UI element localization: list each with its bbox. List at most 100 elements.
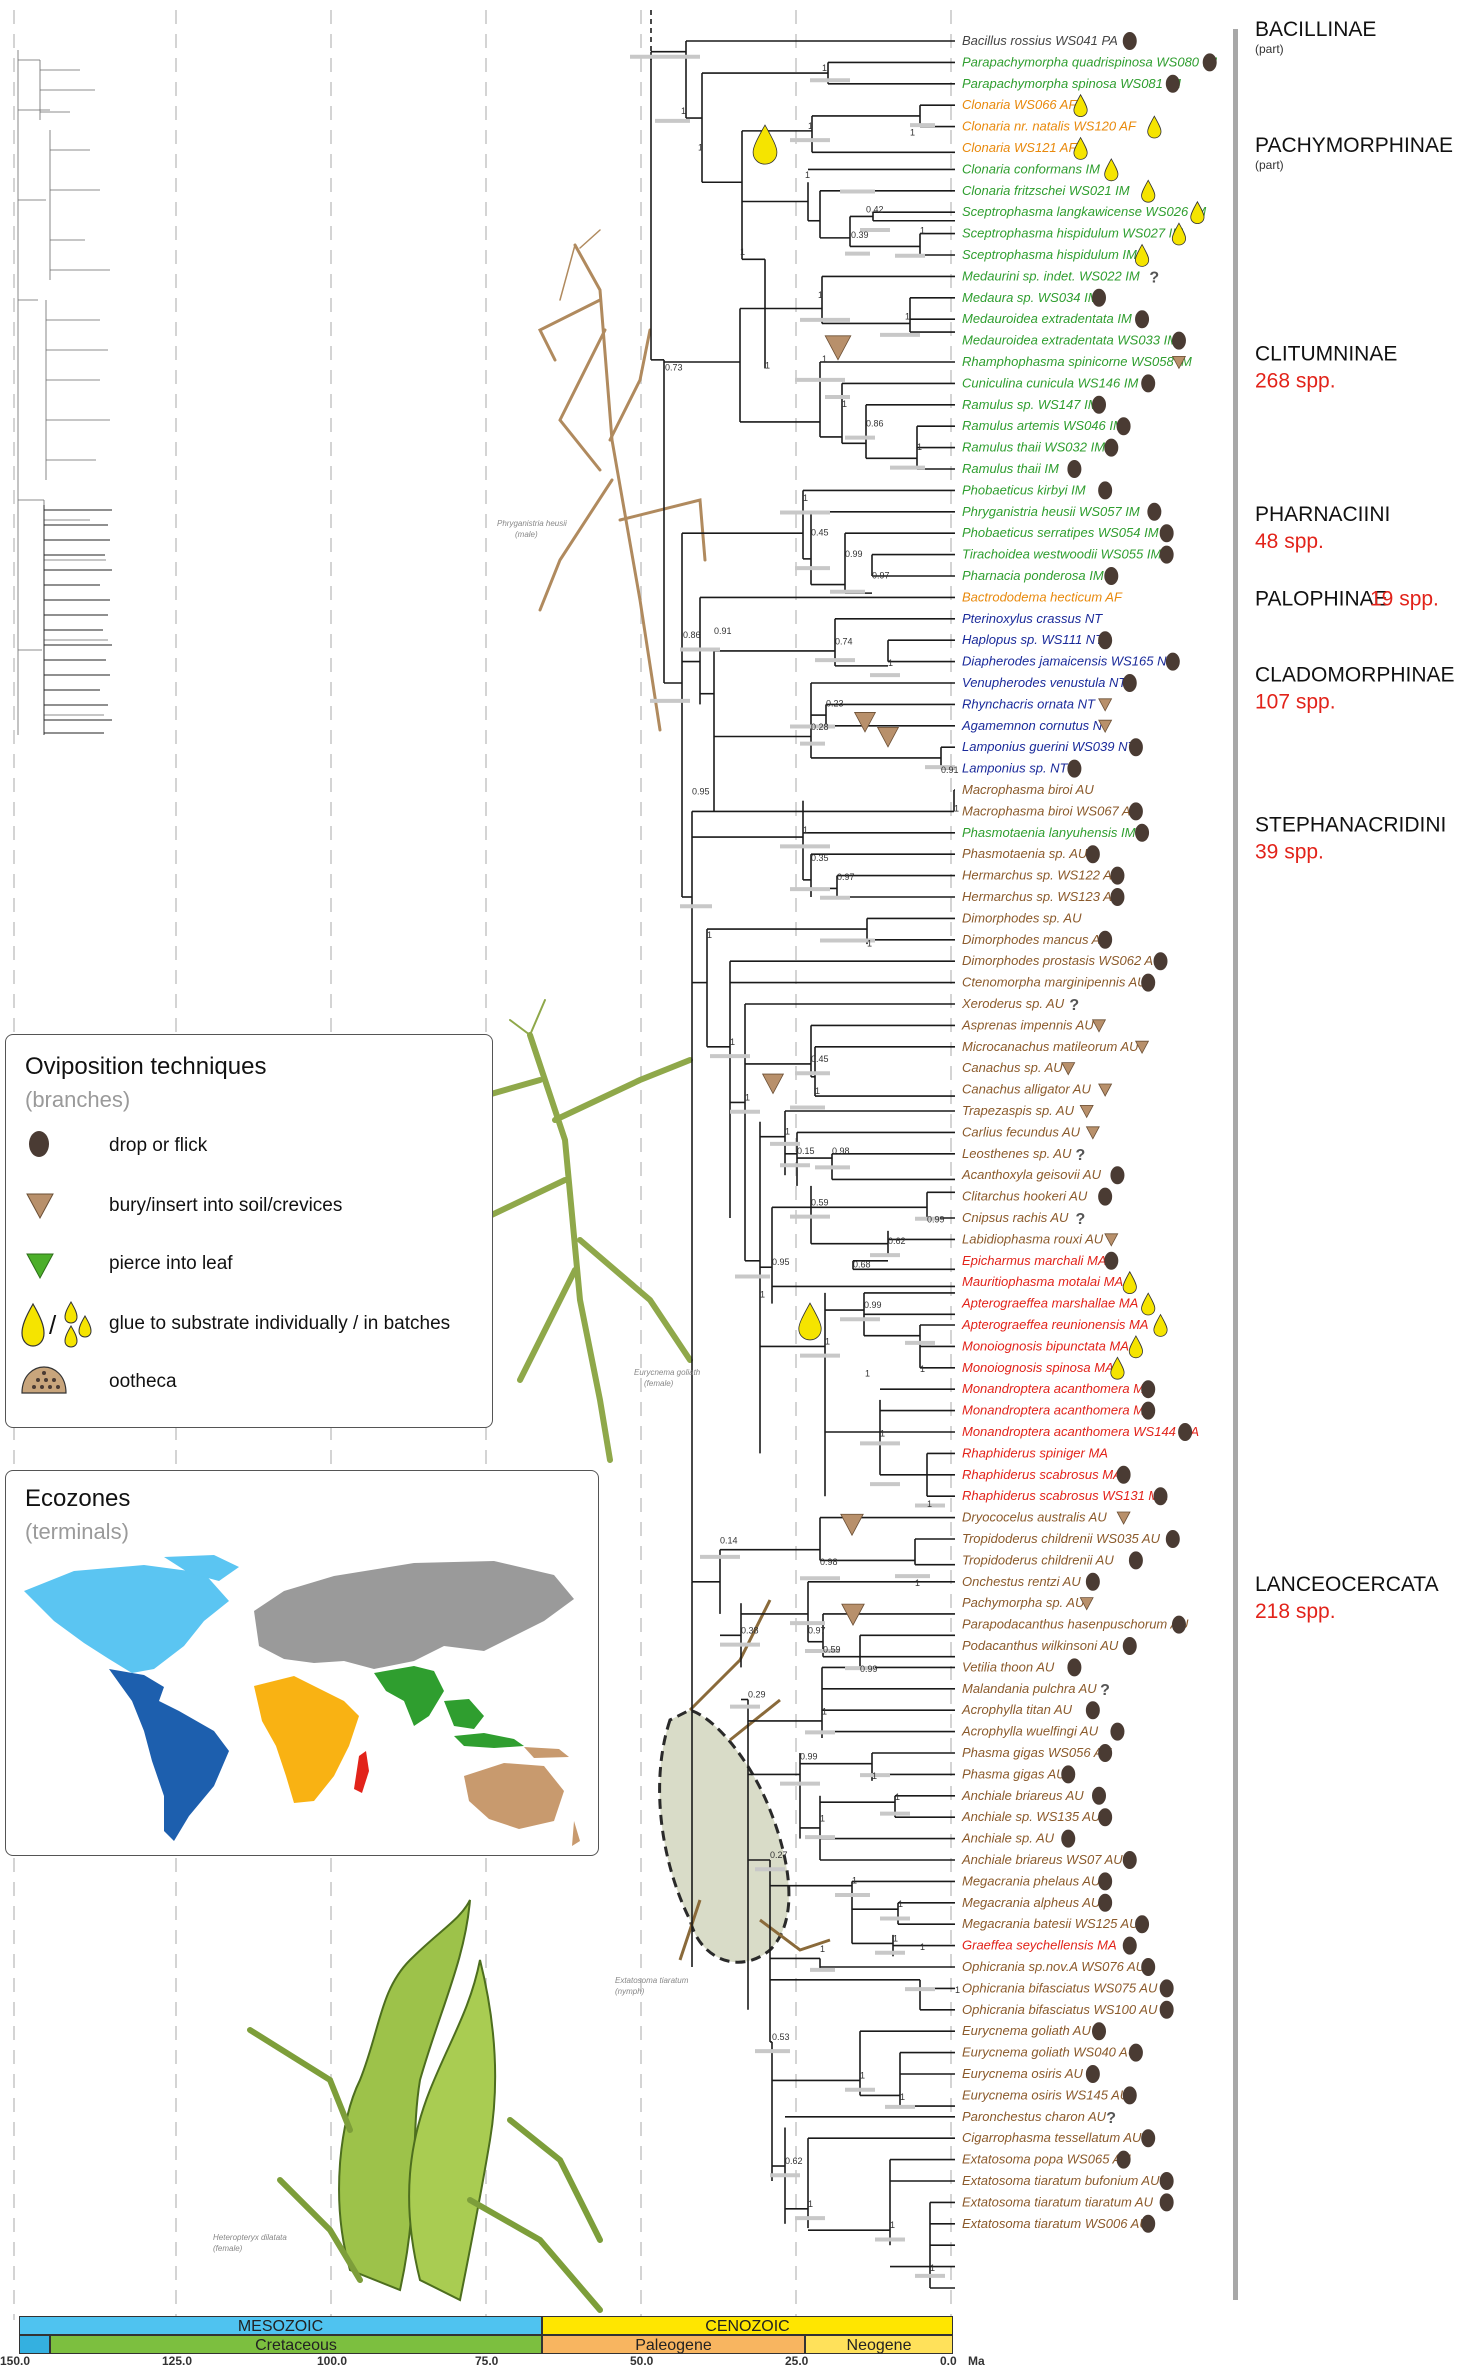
world-map [24,1555,580,1846]
legend-bury-label: bury/insert into soil/crevices [109,1195,343,1216]
taxon-label: Ramulus artemis WS046 IM [962,418,1124,433]
bury-icon [1098,719,1113,734]
support-value: 0.62 [785,2156,803,2166]
support-value: 0.15 [797,1146,815,1156]
branch-oviposition-markers [752,124,900,1626]
unknown-icon: ? [1076,1211,1086,1228]
glue-icon [1073,93,1088,118]
support-value: 1 [815,1086,820,1096]
support-value: 0.99 [864,1300,882,1310]
taxon-label: Leosthenes sp. AU [962,1146,1072,1161]
bury-icon [1098,698,1113,712]
taxon-label: Macrophasma biroi WS067 AU [962,803,1141,818]
taxon-label: Medauroidea extradentata IM [962,311,1132,326]
tick-125: 125.0 [162,2354,192,2368]
taxon-label: Medaura sp. WS034 IM [962,290,1099,305]
support-value: 0.99 [845,549,863,559]
glue-icon [1128,1335,1143,1359]
taxon-label: Ctenomorpha marginipennis AU [962,975,1147,990]
bury-icon [761,1073,785,1095]
taxon-label: Rhaphiderus scabrosus WS131 MA [962,1488,1168,1503]
support-value: 1 [707,930,712,940]
unknown-icon: ? [1100,1682,1110,1699]
taxon-label: Monoiognosis bipunctata MA [962,1338,1129,1353]
taxon-label: Labidiophasma rouxi AU [962,1231,1104,1246]
support-value: 0.39 [851,230,869,240]
taxon-label: Hermarchus sp. WS122 AU [962,868,1122,883]
support-value: 0.62 [888,1236,906,1246]
support-value: 1 [880,1428,885,1438]
drop-icon [1165,1530,1180,1548]
extatosoma-caption: Extatosoma tiaratum [615,1976,689,1985]
support-value: 1 [822,63,827,73]
support-value: 1 [808,121,813,131]
taxon-label: Malandania pulchra AU [962,1681,1097,1696]
taxon-label: Bactrododema hecticum AF [962,589,1123,604]
node-age-intervals [630,54,955,2278]
support-value: 1 [785,1127,790,1137]
taxon-label: Tropidoderus childrenii WS035 AU [962,1531,1161,1546]
taxon-label: Ophicrania bifasciatus WS100 AU [962,2002,1158,2017]
taxon-label: Ramulus sp. WS147 IM [962,397,1099,412]
drop-icon [1122,32,1137,50]
drop-icon [1104,567,1119,585]
support-value: 0.95 [692,786,710,796]
legend-glue-label: glue to substrate individually / in batc… [109,1313,451,1334]
drop-icon [1159,2000,1174,2019]
bury-icon [26,1193,54,1219]
drop-icon [1135,1915,1150,1934]
taxon-label: Sceptrophasma langkawicense WS026 IM [962,204,1206,219]
bury-icon [1171,355,1187,370]
taxon-label: Clonaria WS066 AF [962,97,1077,112]
support-value: 0.74 [835,637,853,647]
clade-name: BACILLINAE [1255,18,1376,41]
drop-icon [1104,438,1119,457]
support-value: 1 [917,442,922,452]
taxon-label: Cigarrophasma tessellatum AU [962,2130,1142,2145]
era-mesozoic: MESOZOIC [19,2316,542,2335]
glue-icon [1171,222,1187,246]
taxon-label: Acanthoxyla geisovii AU [961,1167,1102,1182]
drop-icon [1116,1465,1131,1484]
support-value: 0.73 [665,363,683,373]
support-value: 1 [920,1364,925,1374]
taxon-label: Phobaeticus kirbyi IM [962,482,1086,497]
taxon-label: Eurycnema osiris AU [962,2066,1083,2081]
drop-icon [1171,1615,1186,1634]
unknown-icon: ? [1069,997,1079,1014]
bury-icon [1134,1040,1150,1055]
support-value: 1 [698,142,703,152]
drop-icon [29,1131,49,1157]
taxon-label: Pharnacia ponderosa IM [962,568,1104,583]
full-tree-thumbnail [17,50,110,735]
support-value: 0.86 [866,418,884,428]
taxon-label: Monandroptera acanthomera MA [962,1403,1153,1418]
taxon-label: Megacrania batesii WS125 AU [962,1916,1139,1931]
taxon-label: Trapezaspis sp. AU [962,1103,1075,1118]
taxon-labels: Bacillus rossius WS041 PA Parapachymorpha… [961,32,1217,2233]
drop-icon [1159,545,1174,564]
support-value: 1 [760,1289,765,1299]
heteropteryx-caption: Heteropteryx dilatata [213,2233,287,2242]
taxon-label: Rhynchacris ornata NT [962,696,1096,711]
bury-icon [824,335,852,361]
taxon-label: Phasmotaenia lanyuhensis IM [962,825,1136,840]
support-value: 1 [820,1944,825,1954]
taxon-label: Podacanthus wilkinsoni AU [962,1638,1119,1653]
support-value: 1 [818,290,823,300]
support-value: 1 [898,1899,903,1909]
support-value: 0.98 [832,1146,850,1156]
taxon-label: Lamponius sp. NT [962,761,1069,776]
drop-icon [1128,1551,1143,1570]
support-value: 0.95 [772,1257,790,1267]
glue-icon [1104,158,1119,182]
taxon-label: Ramulus thaii IM [962,461,1059,476]
taxon-label: Parapachymorpha quadrispinosa WS080 IM [962,54,1217,69]
taxon-label: Mauritiophasma motalai MA [962,1274,1123,1289]
support-value: 1 [842,399,847,409]
drop-icon [1110,888,1125,906]
drop-icon [1110,1722,1125,1741]
drop-icon [1122,1637,1137,1655]
extatosoma-photo [658,1599,831,1964]
